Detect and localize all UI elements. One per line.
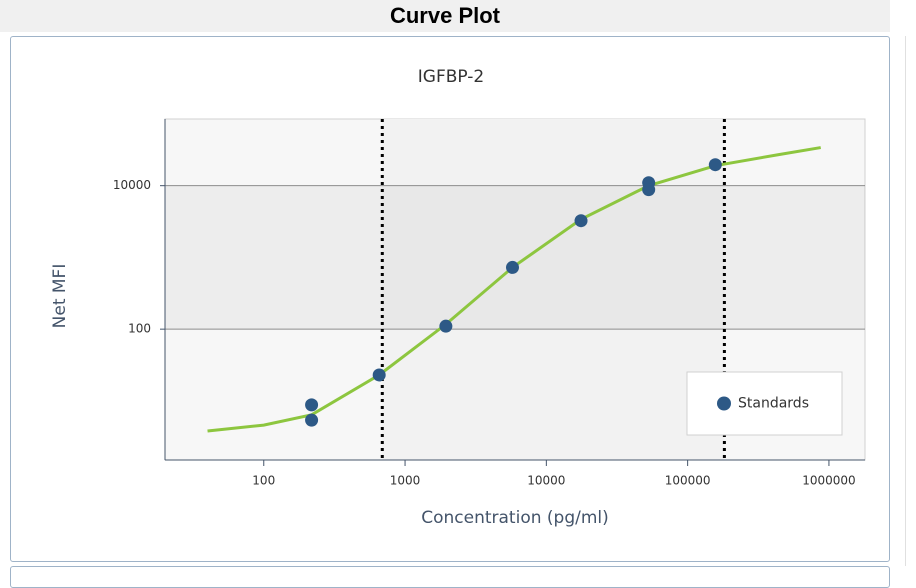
legend-box (686, 371, 843, 436)
x-axis-label: Concentration (pg/ml) (421, 508, 609, 528)
data-point (574, 214, 588, 228)
range-region (382, 119, 725, 460)
legend-marker (717, 396, 731, 411)
x-tick-label: 1000 (390, 474, 421, 488)
grid-band (165, 185, 865, 330)
y-axis-label: Net MFI (50, 264, 70, 329)
data-point (372, 368, 386, 382)
chart: IGFBP-2 Concentration (pg/ml) Net MFI 10… (50, 67, 866, 528)
x-tick-label: 1000000 (802, 474, 855, 488)
data-point (305, 398, 319, 412)
data-point (505, 260, 519, 274)
x-tick-label: 100 (252, 474, 275, 488)
divider (905, 36, 906, 566)
chart-title: IGFBP-2 (418, 67, 484, 87)
y-tick-label: 100 (128, 322, 151, 336)
data-point (708, 158, 722, 172)
data-point (439, 319, 453, 333)
data-point (305, 413, 319, 427)
x-tick-label: 100000 (665, 474, 711, 488)
x-tick-label: 10000 (527, 474, 565, 488)
header-title: Curve Plot (0, 0, 890, 32)
data-point (642, 183, 656, 197)
legend-label: Standards (738, 396, 809, 412)
y-tick-label: 10000 (113, 178, 151, 192)
